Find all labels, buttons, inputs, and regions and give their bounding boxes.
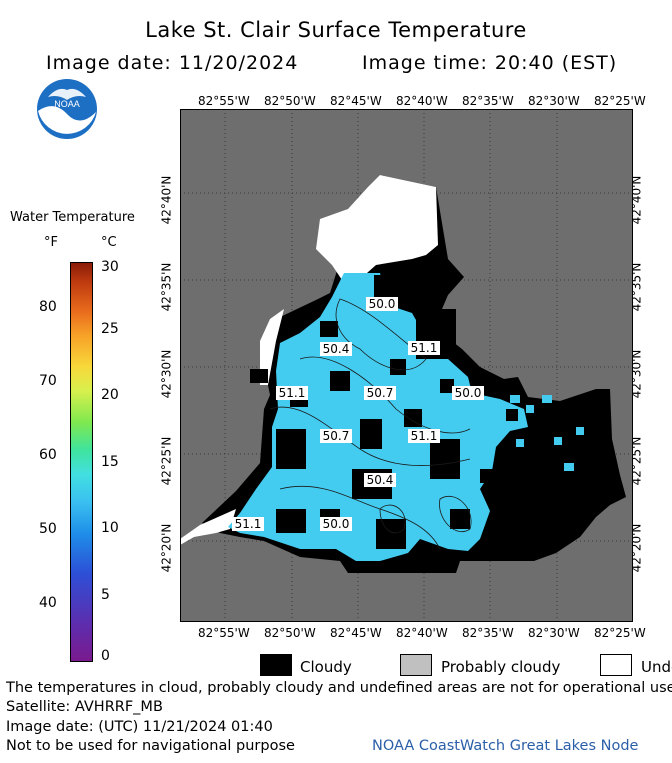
lat-label-left: 42°35'N (159, 262, 174, 312)
unit-celsius: °C (101, 235, 117, 250)
water-patches-east (496, 395, 584, 471)
undefined-swatch (600, 654, 632, 676)
c-tick: 15 (101, 454, 119, 470)
noaa-logo: NOAA (36, 78, 98, 140)
undefined-area-north (316, 175, 438, 283)
footer-nav-warning: Not to be used for navigational purpose (6, 738, 295, 754)
image-date: Image date: 11/20/2024 (46, 52, 299, 74)
c-tick: 0 (101, 648, 110, 664)
cloudy-swatch (260, 654, 292, 676)
lon-label-bottom: 82°45'W (330, 626, 382, 640)
temp-label: 50.7 (323, 429, 350, 443)
undefined-label: Undefined (641, 658, 672, 676)
noaa-logo-text: NOAA (54, 99, 80, 109)
water-area (228, 273, 528, 561)
lat-label-left: 42°25'N (159, 436, 174, 486)
lat-label-left: 42°20'N (159, 523, 174, 573)
lon-label-top: 82°55'W (198, 94, 250, 108)
f-tick: 40 (39, 595, 57, 611)
lon-label-top: 82°25'W (594, 94, 646, 108)
temperature-labels: 50.0 51.1 50.4 51.1 50.7 50.0 50.7 51.1 … (232, 297, 484, 531)
probably-cloudy-swatch (400, 654, 432, 676)
lat-label-left: 42°40'N (159, 175, 174, 225)
isotherm-contours (269, 298, 472, 550)
probably-cloudy-label: Probably cloudy (441, 658, 561, 676)
f-tick: 50 (39, 521, 57, 537)
footer-credit: NOAA CoastWatch Great Lakes Node (372, 738, 639, 754)
cloudy-label: Cloudy (300, 658, 352, 676)
temp-label: 51.1 (411, 429, 438, 443)
temp-label: 50.0 (455, 386, 482, 400)
lake-map: 50.0 51.1 50.4 51.1 50.7 50.0 50.7 51.1 … (180, 109, 633, 622)
lon-label-bottom: 82°55'W (198, 626, 250, 640)
image-time: Image time: 20:40 (EST) (362, 52, 618, 74)
temp-label: 51.1 (279, 386, 306, 400)
c-tick: 5 (101, 587, 110, 603)
lon-label-bottom: 82°25'W (594, 626, 646, 640)
lon-label-top: 82°30'W (528, 94, 580, 108)
lon-label-bottom: 82°30'W (528, 626, 580, 640)
lon-label-top: 82°50'W (264, 94, 316, 108)
lon-label-bottom: 82°50'W (264, 626, 316, 640)
lon-label-bottom: 82°35'W (462, 626, 514, 640)
undefined-area-west (260, 309, 284, 385)
lon-label-top: 82°45'W (330, 94, 382, 108)
c-tick: 25 (101, 321, 119, 337)
map-border (180, 109, 633, 622)
temp-label: 50.7 (367, 386, 394, 400)
temp-label: 51.1 (411, 341, 438, 355)
temp-label: 51.1 (235, 517, 262, 531)
footer-satellite: Satellite: AVHRRF_MB (6, 699, 163, 715)
lon-label-top: 82°35'W (462, 94, 514, 108)
footer-note: The temperatures in cloud, probably clou… (6, 680, 672, 696)
footer-utc-date: Image date: (UTC) 11/21/2024 01:40 (6, 719, 273, 735)
legend-title: Water Temperature (10, 210, 135, 225)
lon-label-top: 82°40'W (396, 94, 448, 108)
temp-label: 50.4 (323, 342, 350, 356)
temp-label: 50.0 (323, 517, 350, 531)
lon-label-bottom: 82°40'W (396, 626, 448, 640)
c-tick: 10 (101, 520, 119, 536)
c-tick: 20 (101, 387, 119, 403)
map-title: Lake St. Clair Surface Temperature (145, 18, 527, 42)
undefined-area-southwest (180, 509, 236, 545)
f-tick: 70 (39, 373, 57, 389)
lat-label-left: 42°30'N (159, 349, 174, 399)
unit-fahrenheit: °F (44, 235, 58, 250)
f-tick: 60 (39, 447, 57, 463)
temp-label: 50.4 (367, 473, 394, 487)
c-tick: 30 (101, 259, 119, 275)
temp-label: 50.0 (369, 297, 396, 311)
f-tick: 80 (39, 299, 57, 315)
temperature-colorbar (70, 262, 93, 662)
